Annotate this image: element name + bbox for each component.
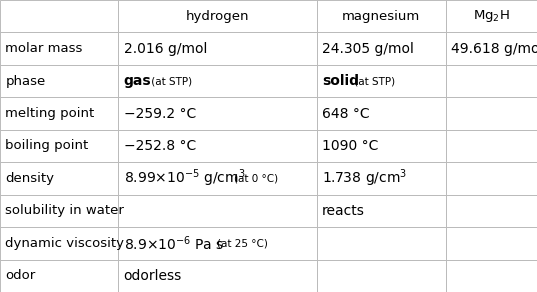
Text: 49.618 g/mol: 49.618 g/mol: [451, 42, 537, 56]
Bar: [317, 195, 446, 227]
Bar: [317, 32, 446, 65]
Text: reacts: reacts: [322, 204, 365, 218]
Bar: [0, 97, 118, 130]
Text: 8.99$\times$10$^{-5}$ g/cm$^3$: 8.99$\times$10$^{-5}$ g/cm$^3$: [124, 168, 245, 189]
Text: phase: phase: [5, 75, 46, 88]
Text: density: density: [5, 172, 54, 185]
Bar: [446, 0, 537, 32]
Text: Mg$_2$H: Mg$_2$H: [473, 8, 510, 24]
Bar: [0, 260, 118, 292]
Text: 8.9$\times$10$^{-6}$ Pa s: 8.9$\times$10$^{-6}$ Pa s: [124, 234, 224, 253]
Bar: [446, 227, 537, 260]
Bar: [118, 65, 317, 97]
Text: −259.2 °C: −259.2 °C: [124, 107, 196, 121]
Text: melting point: melting point: [5, 107, 95, 120]
Text: (at STP): (at STP): [148, 76, 192, 86]
Bar: [317, 162, 446, 195]
Bar: [118, 97, 317, 130]
Bar: [118, 260, 317, 292]
Text: odorless: odorless: [124, 269, 182, 283]
Bar: [446, 130, 537, 162]
Bar: [446, 162, 537, 195]
Text: 24.305 g/mol: 24.305 g/mol: [322, 42, 414, 56]
Text: boiling point: boiling point: [5, 140, 89, 152]
Bar: [118, 162, 317, 195]
Bar: [118, 32, 317, 65]
Text: solid: solid: [322, 74, 359, 88]
Text: −252.8 °C: −252.8 °C: [124, 139, 196, 153]
Bar: [0, 65, 118, 97]
Text: (at STP): (at STP): [351, 76, 395, 86]
Bar: [0, 227, 118, 260]
Text: solubility in water: solubility in water: [5, 204, 124, 217]
Bar: [317, 130, 446, 162]
Text: hydrogen: hydrogen: [186, 10, 249, 23]
Bar: [446, 260, 537, 292]
Bar: [317, 65, 446, 97]
Bar: [317, 227, 446, 260]
Bar: [0, 0, 118, 32]
Text: 1.738 g/cm$^3$: 1.738 g/cm$^3$: [322, 168, 408, 189]
Text: gas: gas: [124, 74, 151, 88]
Text: (at 0 °C): (at 0 °C): [234, 173, 278, 183]
Bar: [0, 32, 118, 65]
Bar: [0, 162, 118, 195]
Bar: [446, 32, 537, 65]
Text: 1090 °C: 1090 °C: [322, 139, 379, 153]
Text: (at 25 °C): (at 25 °C): [217, 238, 268, 248]
Bar: [0, 195, 118, 227]
Bar: [446, 65, 537, 97]
Text: odor: odor: [5, 269, 35, 282]
Bar: [118, 195, 317, 227]
Text: molar mass: molar mass: [5, 42, 83, 55]
Bar: [0, 130, 118, 162]
Bar: [118, 0, 317, 32]
Text: magnesium: magnesium: [342, 10, 420, 23]
Bar: [317, 0, 446, 32]
Bar: [446, 97, 537, 130]
Bar: [446, 195, 537, 227]
Bar: [317, 260, 446, 292]
Bar: [118, 227, 317, 260]
Text: 2.016 g/mol: 2.016 g/mol: [124, 42, 207, 56]
Text: 648 °C: 648 °C: [322, 107, 370, 121]
Bar: [118, 130, 317, 162]
Text: dynamic viscosity: dynamic viscosity: [5, 237, 125, 250]
Bar: [317, 97, 446, 130]
